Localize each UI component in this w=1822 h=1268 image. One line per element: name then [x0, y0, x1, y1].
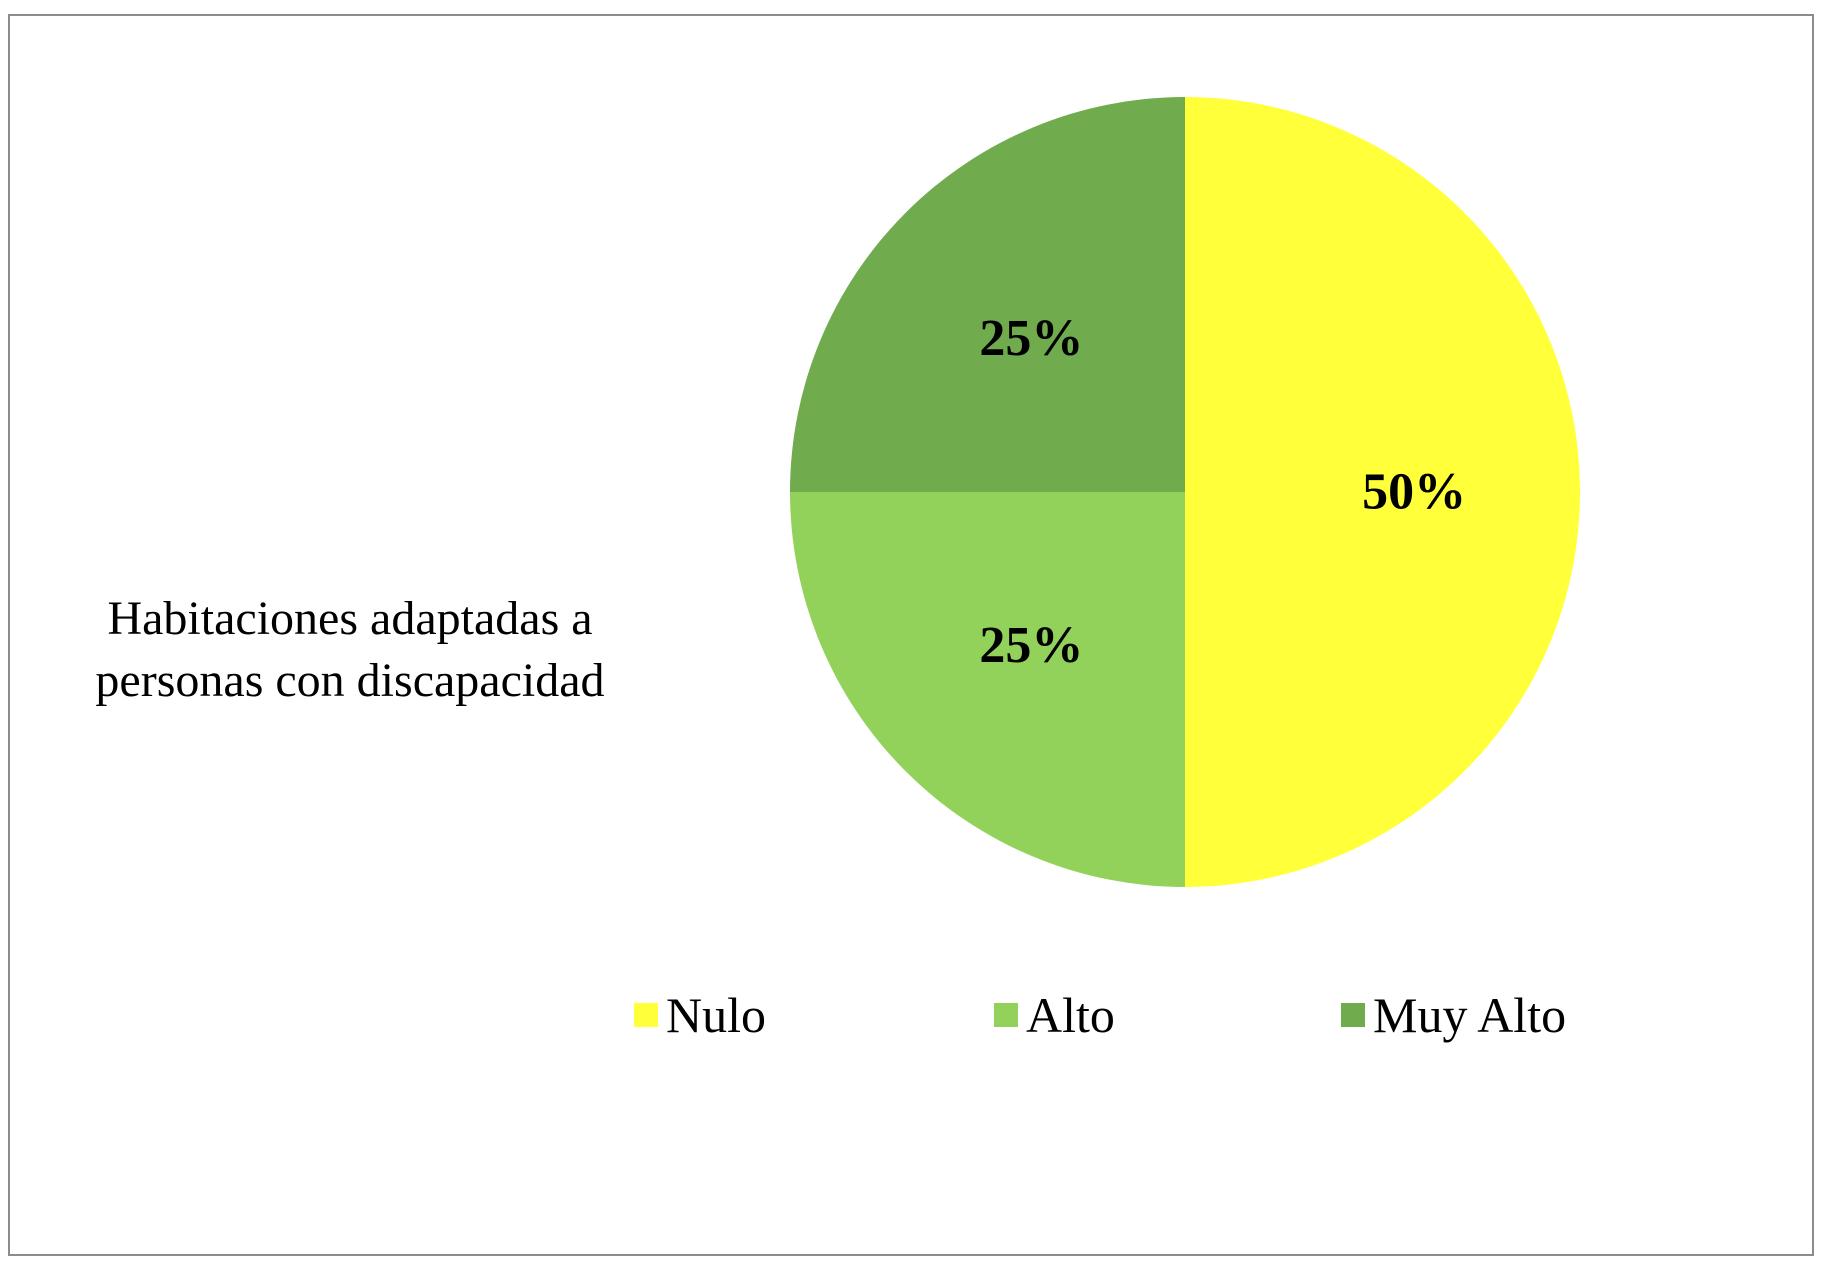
legend-swatch-alto: [994, 1003, 1018, 1027]
pie-slice-nulo: [1185, 97, 1580, 887]
legend-label-muy-alto: Muy Alto: [1373, 987, 1567, 1043]
chart-title: Habitaciones adaptadas a personas con di…: [95, 592, 605, 707]
data-label-alto: 25%: [979, 617, 1083, 674]
legend-swatch-nulo: [634, 1003, 658, 1027]
data-label-nulo: 50%: [1362, 464, 1466, 521]
pie-slice-muy-alto: [790, 97, 1185, 492]
legend-label-alto: Alto: [1026, 987, 1115, 1043]
legend-item-nulo: Nulo: [634, 980, 766, 1050]
legend-label-nulo: Nulo: [666, 987, 766, 1043]
legend-item-alto: Alto: [994, 980, 1115, 1050]
legend-item-muy-alto: Muy Alto: [1341, 980, 1566, 1050]
pie-slice-alto: [790, 492, 1185, 887]
legend-swatch-muy-alto: [1341, 1003, 1365, 1027]
data-label-muy-alto: 25%: [979, 310, 1083, 367]
legend: Nulo Alto Muy Alto: [0, 980, 1822, 1050]
